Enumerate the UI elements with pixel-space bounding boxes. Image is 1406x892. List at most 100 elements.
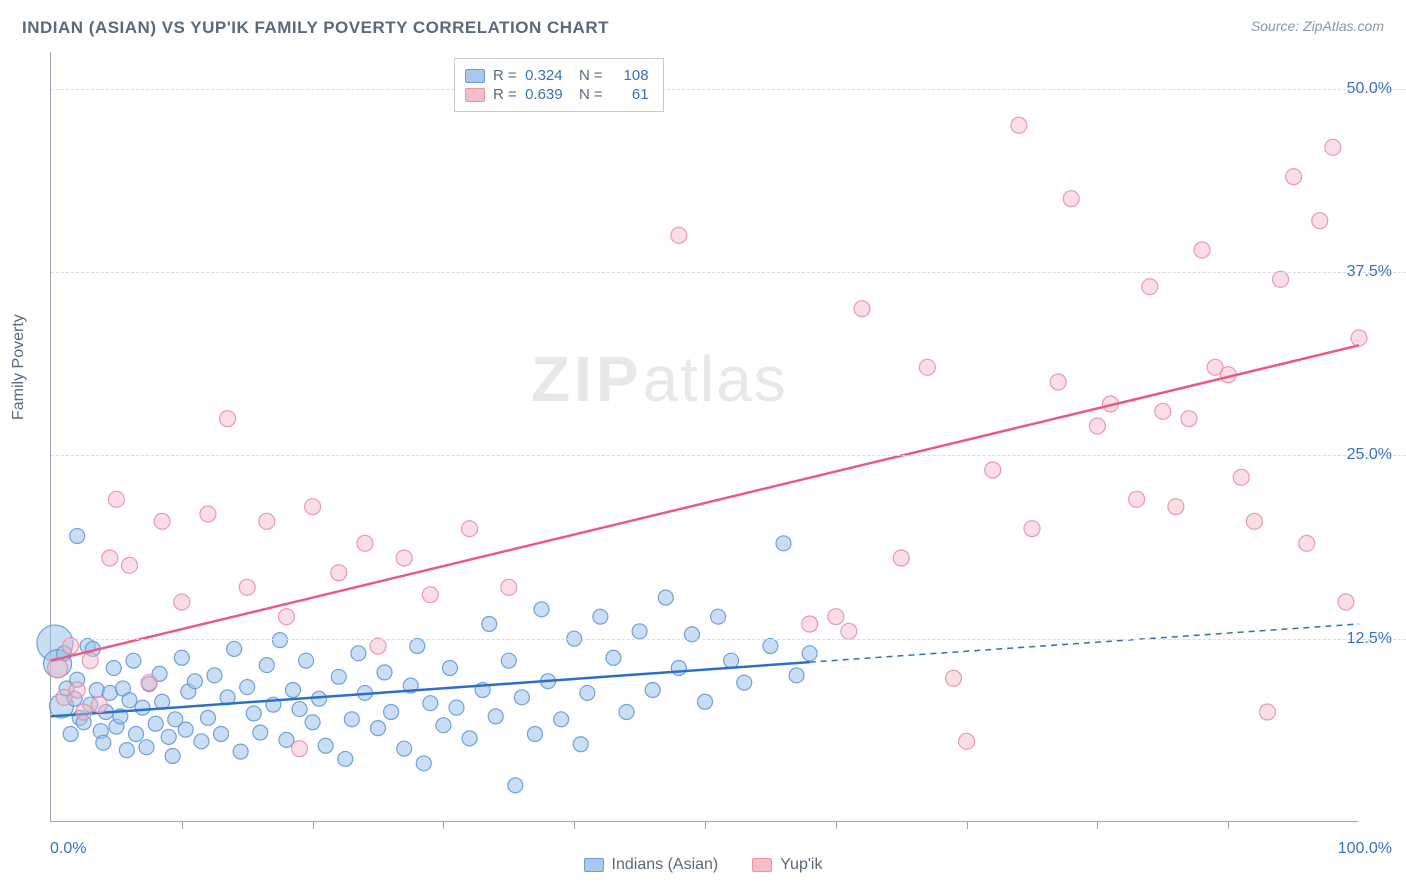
n-indians: 108 (605, 67, 649, 84)
marker-indians (194, 734, 209, 749)
marker-yupik (828, 609, 844, 625)
y-tick-label: 12.5% (1347, 630, 1392, 648)
marker-indians (580, 685, 595, 700)
marker-yupik (108, 491, 124, 507)
stats-legend: R=0.324 N=108 R=0.639 N=61 (454, 58, 664, 112)
n-yupik: 61 (605, 86, 649, 103)
marker-indians (632, 624, 647, 639)
marker-yupik (82, 653, 98, 669)
marker-indians (187, 674, 202, 689)
marker-yupik (357, 535, 373, 551)
chart-title: INDIAN (ASIAN) VS YUP'IK FAMILY POVERTY … (22, 18, 609, 38)
marker-yupik (154, 513, 170, 529)
marker-indians (253, 725, 268, 740)
marker-indians (70, 529, 85, 544)
marker-yupik (1024, 521, 1040, 537)
marker-indians (122, 693, 137, 708)
marker-yupik (259, 513, 275, 529)
marker-yupik (422, 587, 438, 603)
marker-yupik (1286, 169, 1302, 185)
legend-item-indians: Indians (Asian) (584, 856, 719, 874)
marker-yupik (370, 638, 386, 654)
marker-yupik (1246, 513, 1262, 529)
marker-indians (371, 721, 386, 736)
marker-yupik (48, 658, 68, 678)
marker-indians (240, 680, 255, 695)
r-indians: 0.324 (519, 67, 563, 84)
marker-indians (63, 727, 78, 742)
marker-indians (344, 712, 359, 727)
marker-indians (89, 683, 104, 698)
marker-yupik (1351, 330, 1367, 346)
marker-indians (165, 749, 180, 764)
marker-indians (200, 710, 215, 725)
y-axis-label: Family Poverty (10, 314, 28, 420)
x-tick-label: 100.0% (1338, 840, 1392, 858)
marker-yupik (1273, 271, 1289, 287)
marker-indians (126, 653, 141, 668)
marker-yupik (174, 594, 190, 610)
marker-yupik (1312, 213, 1328, 229)
marker-indians (305, 715, 320, 730)
marker-yupik (1325, 139, 1341, 155)
marker-indians (129, 727, 144, 742)
legend-row-indians: R=0.324 N=108 (465, 67, 649, 84)
marker-indians (299, 653, 314, 668)
x-tick-label: 0.0% (50, 840, 86, 858)
marker-indians (711, 609, 726, 624)
swatch-indians-bottom (584, 858, 604, 872)
marker-yupik (91, 697, 107, 713)
marker-yupik (102, 550, 118, 566)
marker-indians (178, 722, 193, 737)
marker-indians (462, 731, 477, 746)
marker-indians (436, 718, 451, 733)
marker-yupik (1063, 191, 1079, 207)
marker-indians (233, 744, 248, 759)
marker-yupik (1259, 704, 1275, 720)
marker-yupik (278, 609, 294, 625)
marker-indians (397, 741, 412, 756)
marker-yupik (292, 741, 308, 757)
marker-yupik (919, 359, 935, 375)
marker-indians (593, 609, 608, 624)
marker-indians (259, 658, 274, 673)
y-tick-label: 50.0% (1347, 80, 1392, 98)
marker-indians (272, 633, 287, 648)
swatch-indians (465, 69, 485, 83)
marker-yupik (946, 670, 962, 686)
marker-indians (338, 751, 353, 766)
marker-yupik (305, 499, 321, 515)
marker-yupik (1129, 491, 1145, 507)
series-legend: Indians (Asian) Yup'ik (0, 856, 1406, 874)
marker-yupik (331, 565, 347, 581)
marker-yupik (121, 557, 137, 573)
marker-yupik (1181, 411, 1197, 427)
marker-indians (161, 729, 176, 744)
marker-yupik (1011, 117, 1027, 133)
marker-yupik (76, 704, 92, 720)
marker-indians (658, 590, 673, 605)
marker-yupik (1168, 499, 1184, 515)
series-name-yupik: Yup'ik (780, 856, 822, 874)
marker-indians (285, 683, 300, 698)
correlation-chart: INDIAN (ASIAN) VS YUP'IK FAMILY POVERTY … (0, 0, 1406, 892)
marker-indians (106, 661, 121, 676)
marker-yupik (396, 550, 412, 566)
marker-yupik (985, 462, 1001, 478)
marker-yupik (893, 550, 909, 566)
marker-indians (246, 706, 261, 721)
marker-yupik (1142, 279, 1158, 295)
r-yupik: 0.639 (519, 86, 563, 103)
marker-indians (501, 653, 516, 668)
marker-indians (292, 702, 307, 717)
marker-yupik (1050, 374, 1066, 390)
marker-indians (384, 705, 399, 720)
plot-svg (51, 52, 1358, 821)
marker-indians (619, 705, 634, 720)
marker-indians (488, 709, 503, 724)
marker-yupik (200, 506, 216, 522)
marker-yupik (501, 579, 517, 595)
y-tick-label: 25.0% (1347, 446, 1392, 464)
marker-indians (737, 675, 752, 690)
marker-indians (724, 653, 739, 668)
